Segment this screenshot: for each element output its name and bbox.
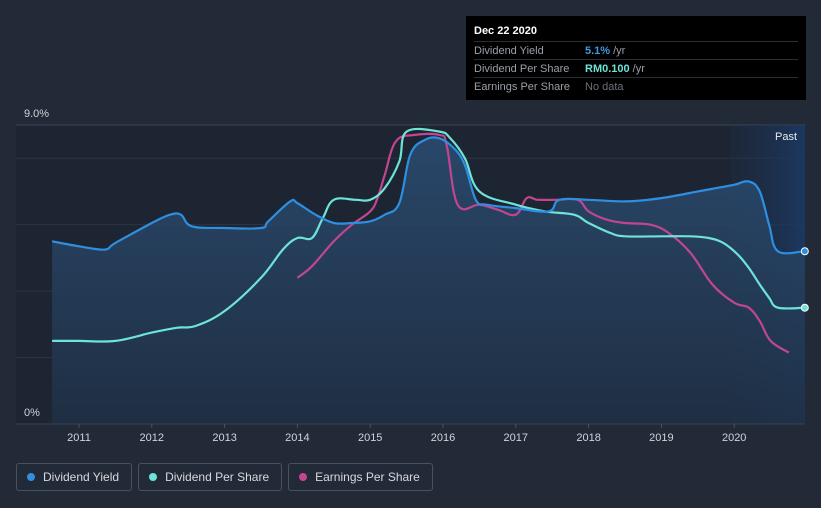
legend-label: Dividend Per Share [165, 470, 270, 484]
dividend-yield-dot-icon [27, 473, 35, 481]
legend: Dividend Yield Dividend Per Share Earnin… [16, 463, 433, 491]
dividend-yield-area [52, 137, 805, 424]
x-tick-label: 2020 [722, 432, 746, 444]
dividend-per-share-dot-icon [149, 473, 158, 481]
x-tick-label: 2013 [212, 432, 236, 444]
y-axis-min-label: 0% [24, 407, 40, 419]
tooltip-value: No data [585, 80, 624, 93]
legend-label: Dividend Yield [43, 470, 120, 484]
dividend-yield-end-marker[interactable] [800, 247, 809, 256]
tooltip: Dec 22 2020 Dividend Yield 5.1% /yr Divi… [466, 16, 806, 100]
x-axis-ticks: 2011 2012 2013 2014 2015 2016 2017 2018 2019 2020 [67, 424, 746, 444]
x-tick-label: 2012 [140, 432, 164, 444]
tooltip-row-dividend-per-share: Dividend Per Share RM0.100 /yr [474, 59, 798, 77]
x-tick-label: 2014 [285, 432, 309, 444]
x-tick-label: 2016 [431, 432, 455, 444]
x-tick-label: 2018 [576, 432, 600, 444]
dividend-per-share-end-marker[interactable] [800, 303, 809, 312]
legend-dividend-per-share[interactable]: Dividend Per Share [138, 463, 283, 491]
legend-label: Earnings Per Share [315, 470, 420, 484]
x-tick-label: 2015 [358, 432, 382, 444]
tooltip-label: Dividend Yield [474, 44, 544, 57]
legend-earnings-per-share[interactable]: Earnings Per Share [288, 463, 433, 491]
earnings-per-share-line [296, 132, 790, 354]
past-label: Past [775, 131, 797, 143]
tooltip-row-dividend-yield: Dividend Yield 5.1% /yr [474, 41, 798, 59]
tooltip-value: RM0.100 [585, 62, 630, 75]
tooltip-row-earnings-per-share: Earnings Per Share No data [474, 77, 798, 95]
tooltip-label: Earnings Per Share [474, 80, 570, 93]
legend-dividend-yield[interactable]: Dividend Yield [16, 463, 133, 491]
y-axis-max-label: 9.0% [24, 108, 49, 120]
tooltip-unit: /yr [613, 44, 626, 57]
dividend-per-share-line [52, 127, 805, 343]
tooltip-unit: /yr [632, 62, 645, 75]
tooltip-value: 5.1% [585, 44, 611, 57]
tooltip-label: Dividend Per Share [474, 62, 570, 75]
dividend-yield-line [51, 136, 805, 255]
earnings-per-share-dot-icon [299, 473, 308, 481]
x-tick-label: 2017 [504, 432, 528, 444]
tooltip-date: Dec 22 2020 [474, 25, 537, 37]
x-tick-label: 2019 [649, 432, 673, 444]
x-tick-label: 2011 [67, 432, 91, 444]
